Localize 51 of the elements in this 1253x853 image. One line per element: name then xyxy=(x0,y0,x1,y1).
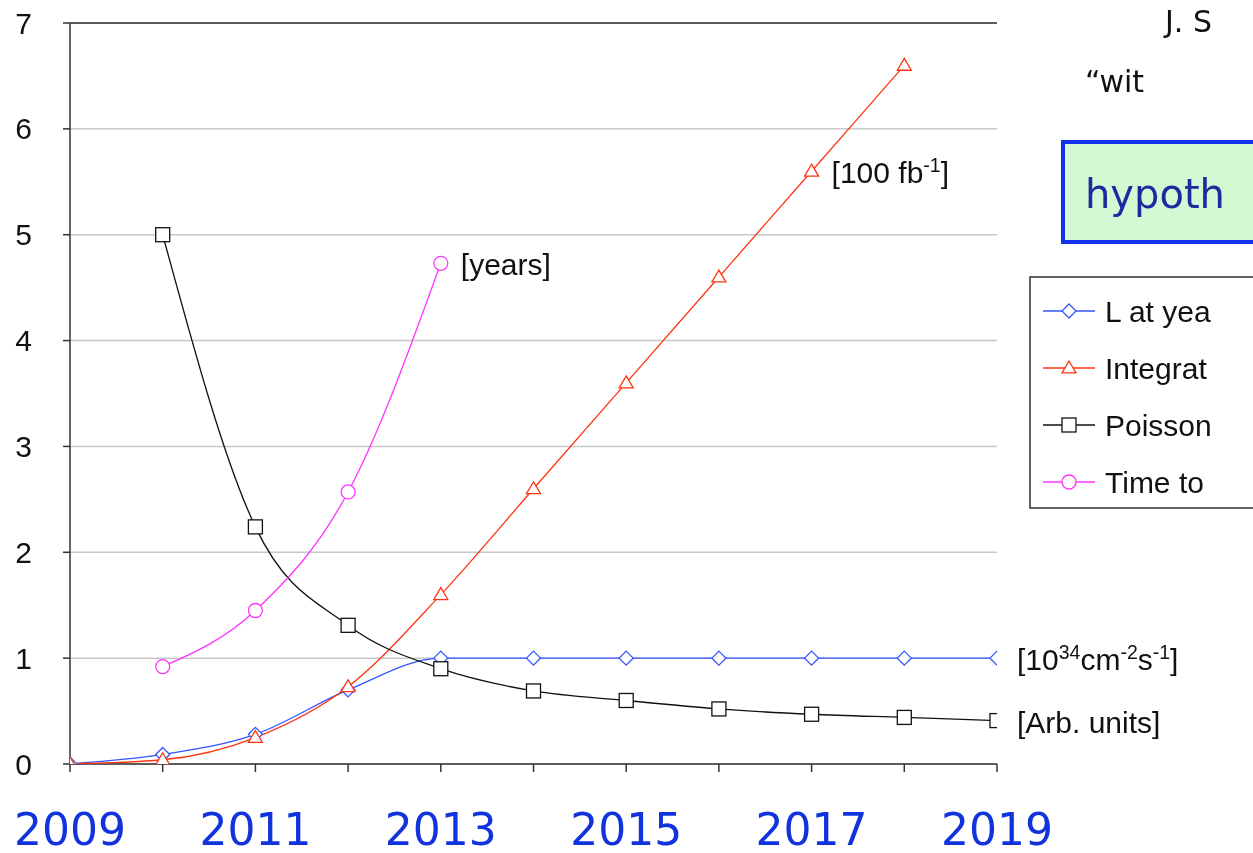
x-tick-label: 2019 xyxy=(941,804,1053,853)
y-tick-label: 6 xyxy=(15,112,32,146)
point xyxy=(803,163,820,177)
point xyxy=(618,375,634,389)
x-tick-label: 2009 xyxy=(14,804,126,853)
text: J. S xyxy=(1163,4,1212,39)
legend-label: Poisson xyxy=(1105,408,1212,442)
point xyxy=(247,519,264,535)
point xyxy=(525,683,542,699)
point xyxy=(433,255,449,271)
point xyxy=(340,679,356,693)
point xyxy=(155,227,171,243)
y-tick-label: 1 xyxy=(15,641,32,675)
legend-label: L at yea xyxy=(1105,294,1211,328)
point xyxy=(803,650,820,666)
point xyxy=(525,481,542,495)
point xyxy=(340,484,356,500)
annotation: [Arb. units] xyxy=(1017,705,1161,739)
point xyxy=(711,269,727,283)
y-tick-label: 2 xyxy=(15,535,32,569)
point xyxy=(525,650,542,666)
text: hypoth xyxy=(1085,171,1225,217)
annotation: [10$^{34}$cm$^{-2}$s$^{-1}$] xyxy=(1017,641,1179,677)
y-tick-label: 4 xyxy=(15,324,32,358)
point xyxy=(433,586,449,601)
text: “wit xyxy=(1085,64,1145,99)
point xyxy=(618,650,634,666)
point xyxy=(896,57,912,71)
legend-label: Time to xyxy=(1105,465,1204,499)
point xyxy=(896,709,912,726)
point xyxy=(155,658,171,675)
point xyxy=(155,752,171,764)
annotation: [years] xyxy=(460,248,551,282)
point xyxy=(711,650,727,666)
point xyxy=(618,692,634,709)
y-tick-label: 0 xyxy=(15,747,32,781)
point xyxy=(896,650,912,666)
y-tick-label: 5 xyxy=(15,218,32,252)
annotation: [100 fb$^{-1}$] xyxy=(831,154,950,190)
point xyxy=(803,706,820,722)
point xyxy=(711,701,727,717)
point xyxy=(433,661,449,677)
x-tick-label: 2013 xyxy=(384,804,497,853)
point xyxy=(247,602,264,619)
y-tick-label: 7 xyxy=(15,6,32,40)
y-tick-label: 3 xyxy=(15,429,32,463)
x-tick-label: 2015 xyxy=(570,804,683,853)
legend-label: Integrat xyxy=(1105,351,1208,385)
x-tick-label: 2011 xyxy=(199,804,312,853)
x-tick-label: 2017 xyxy=(755,804,868,853)
point xyxy=(340,617,356,633)
